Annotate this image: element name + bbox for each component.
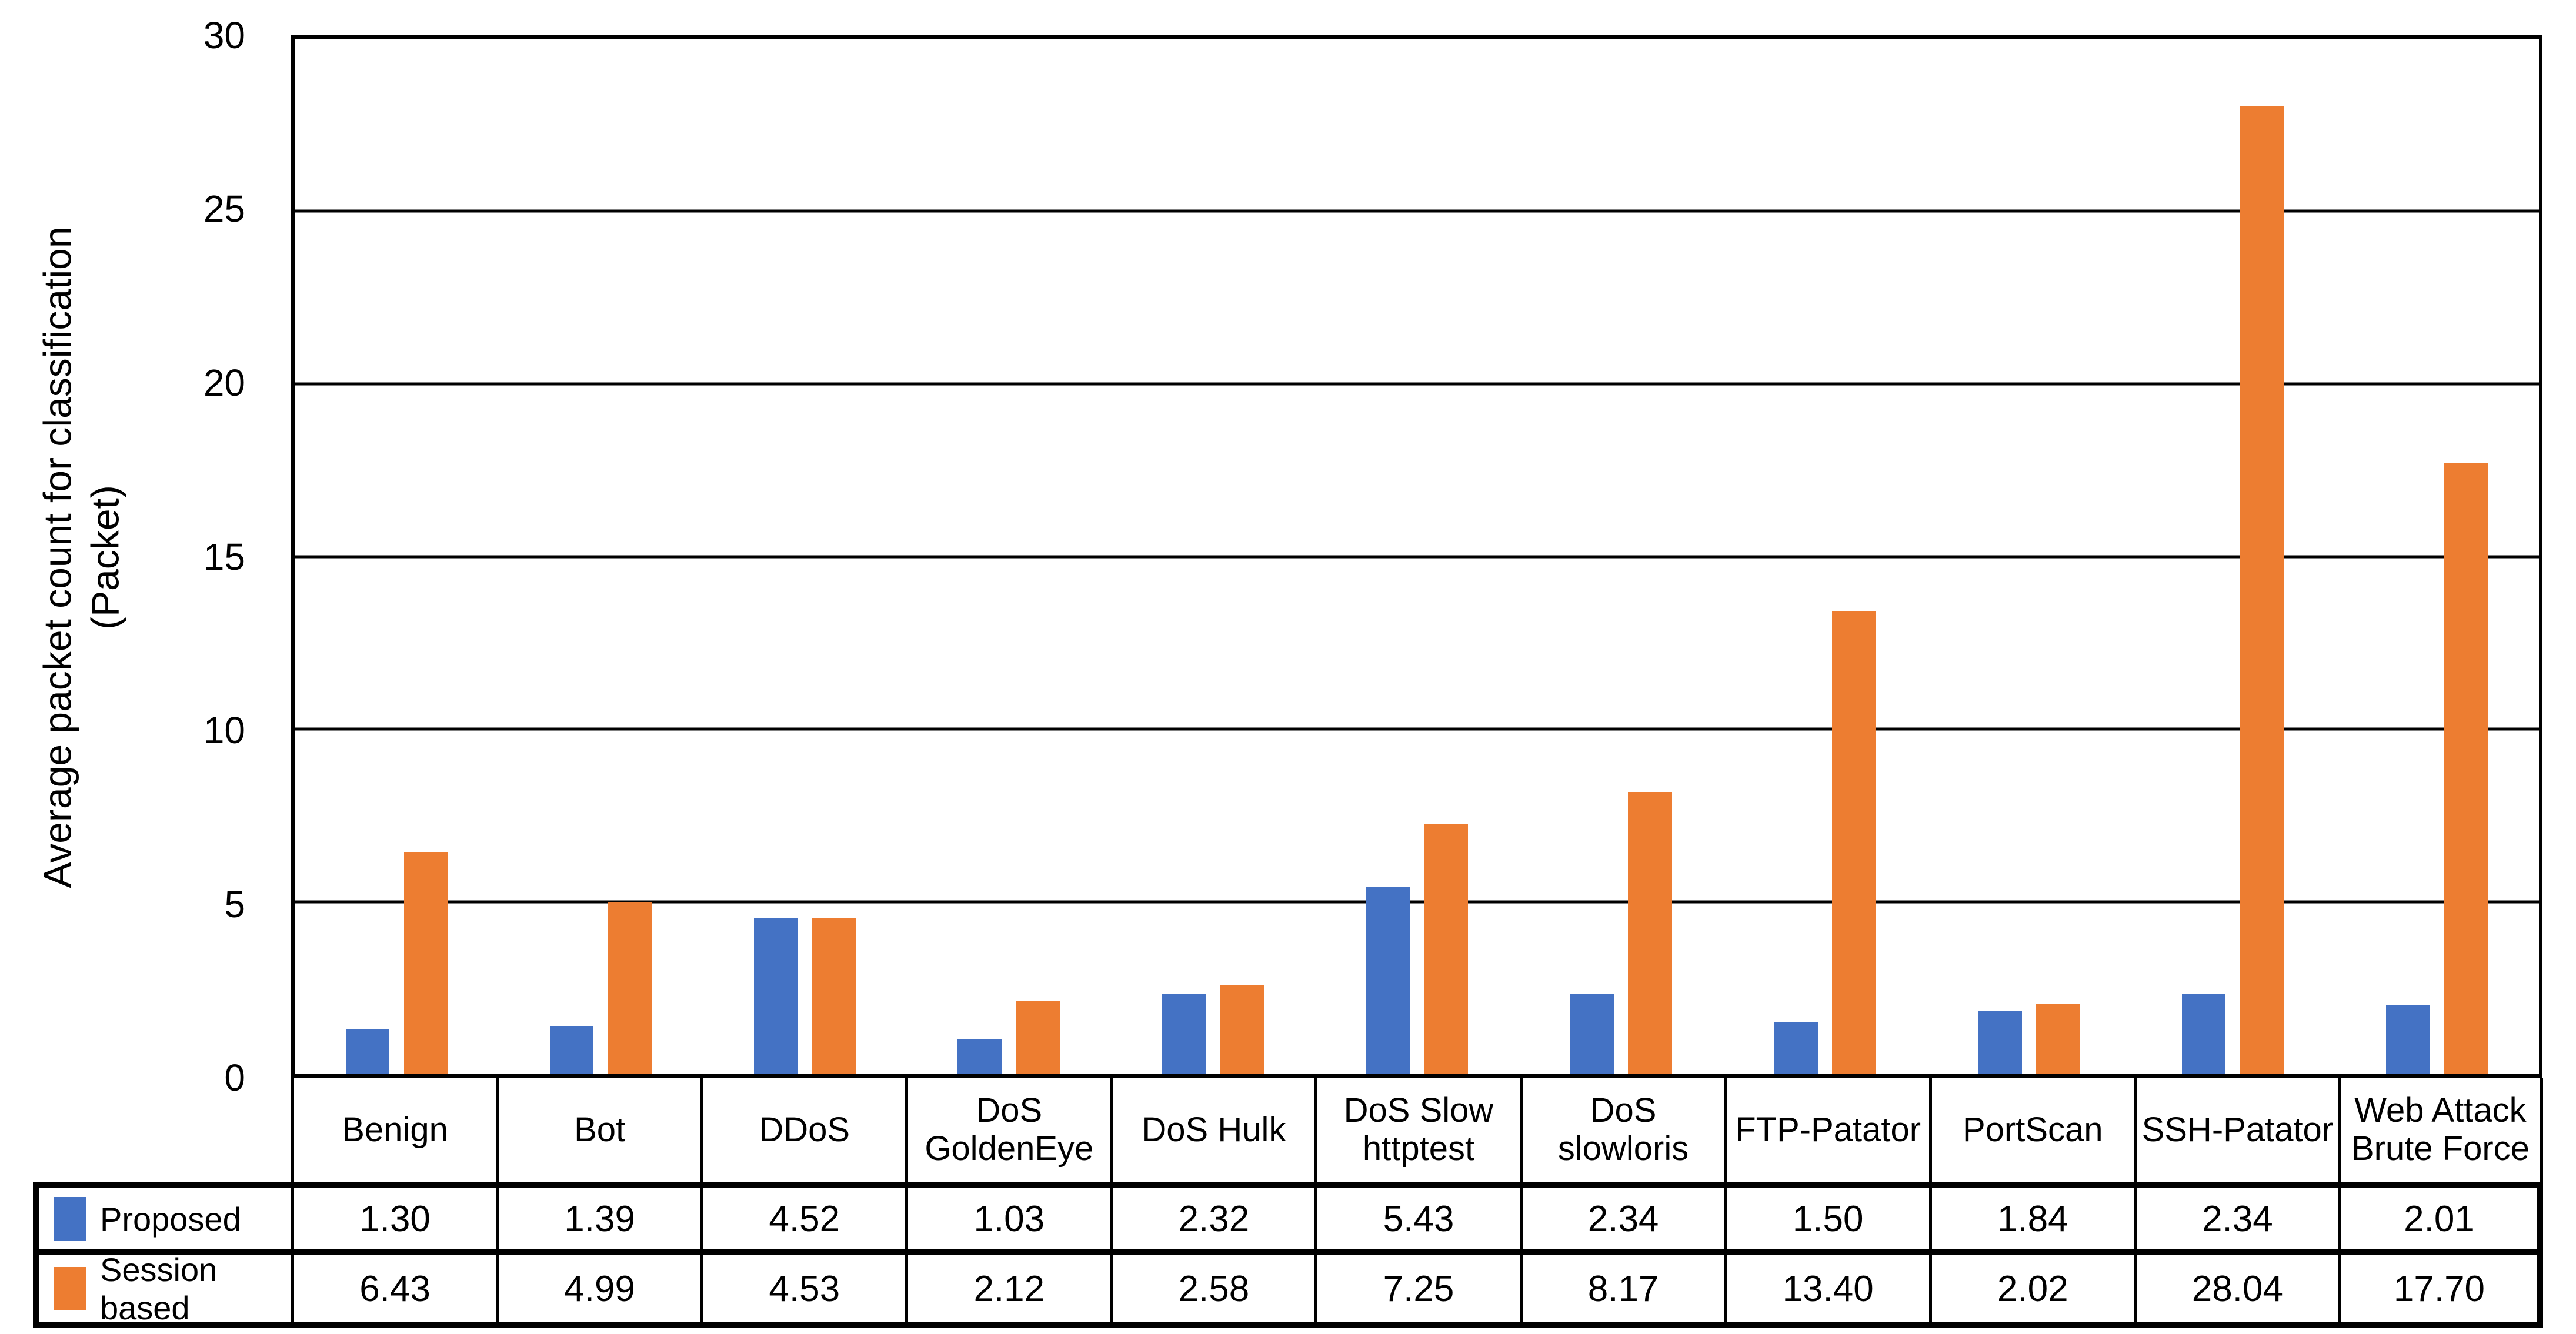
bar-proposed-ssh-patator xyxy=(2181,993,2226,1074)
bar-session-based-bot xyxy=(608,902,652,1074)
value-cell-proposed-ftp-patator: 1.50 xyxy=(1724,1182,1929,1255)
table-corner-cell xyxy=(33,1078,291,1182)
bar-session-based-web-attack-brute-force xyxy=(2444,463,2488,1074)
y-axis-ticks: 30 25 20 15 10 5 0 xyxy=(0,14,268,1099)
value-cell-session-based-ssh-patator: 28.04 xyxy=(2133,1255,2338,1328)
bar-proposed-dos-goldeneye xyxy=(957,1038,1002,1074)
bar-proposed-ddos xyxy=(753,918,798,1074)
value-cell-session-based-bot: 4.99 xyxy=(496,1255,701,1328)
header-cell-portscan: PortScan xyxy=(1928,1078,2134,1182)
header-cell-ddos: DDoS xyxy=(700,1078,906,1182)
value-cell-session-based-ftp-patator: 13.40 xyxy=(1724,1255,1929,1328)
legend-cell-session-based: Session based xyxy=(33,1251,291,1328)
y-tick-label-30: 30 xyxy=(203,14,245,56)
bar-proposed-ftp-patator xyxy=(1774,1022,1818,1074)
bar-session-based-dos-hulk xyxy=(1220,985,1264,1074)
value-cell-session-based-benign: 6.43 xyxy=(291,1255,496,1328)
gridline-15 xyxy=(295,555,2539,558)
data-table: Benign Bot DDoS DoS GoldenEye DoS Hulk DoS Sl… xyxy=(33,1078,2543,1328)
header-cell-dos-hulk: DoS Hulk xyxy=(1110,1078,1315,1182)
bar-proposed-bot xyxy=(549,1026,594,1074)
header-cell-ftp-patator: FTP-Patator xyxy=(1724,1078,1929,1182)
bar-proposed-web-attack-brute-force xyxy=(2385,1005,2430,1074)
header-cell-dos-goldeneye: DoS GoldenEye xyxy=(905,1078,1110,1182)
value-cell-session-based-dos-goldeneye: 2.12 xyxy=(905,1255,1110,1328)
gridline-25 xyxy=(295,209,2539,213)
y-tick-label-5: 5 xyxy=(224,882,245,925)
y-tick-label-0: 0 xyxy=(224,1056,245,1099)
value-cell-proposed-web-attack-brute-force: 2.01 xyxy=(2338,1182,2543,1255)
header-cell-dos-slow-httptest: DoS Slow httptest xyxy=(1314,1078,1520,1182)
bar-session-based-dos-slow-httptest xyxy=(1424,824,1468,1074)
plot-area xyxy=(291,35,2542,1078)
bar-session-based-ftp-patator xyxy=(1831,611,1876,1074)
value-cell-session-based-portscan: 2.02 xyxy=(1928,1255,2134,1328)
series-label-session-based: Session based xyxy=(100,1251,218,1326)
bar-session-based-dos-goldeneye xyxy=(1016,1001,1060,1074)
header-cell-benign: Benign xyxy=(291,1078,496,1182)
bar-proposed-benign xyxy=(345,1029,390,1074)
bar-session-based-dos-slowloris xyxy=(1628,792,1672,1074)
series-label-proposed: Proposed xyxy=(100,1200,241,1238)
header-cell-bot: Bot xyxy=(496,1078,701,1182)
legend-cell-proposed: Proposed xyxy=(33,1182,291,1255)
value-cell-session-based-dos-slow-httptest: 7.25 xyxy=(1314,1255,1520,1328)
value-cell-proposed-dos-slow-httptest: 5.43 xyxy=(1314,1182,1520,1255)
gridline-5 xyxy=(295,900,2539,903)
bar-proposed-dos-hulk xyxy=(1162,994,1206,1074)
y-tick-label-25: 25 xyxy=(203,188,245,230)
y-tick-label-10: 10 xyxy=(203,708,245,751)
value-cell-session-based-ddos: 4.53 xyxy=(700,1255,906,1328)
bar-proposed-dos-slow-httptest xyxy=(1366,887,1410,1074)
gridline-20 xyxy=(295,382,2539,386)
y-tick-label-15: 15 xyxy=(203,535,245,578)
series-swatch-session-based xyxy=(54,1267,86,1310)
bar-proposed-dos-slowloris xyxy=(1570,993,1614,1074)
gridline-10 xyxy=(295,727,2539,731)
header-cell-web-attack-brute-force: Web Attack Brute Force xyxy=(2338,1078,2543,1182)
header-cell-ssh-patator: SSH-Patator xyxy=(2133,1078,2338,1182)
y-tick-label-20: 20 xyxy=(203,361,245,404)
bar-proposed-portscan xyxy=(1978,1011,2022,1074)
bar-session-based-portscan xyxy=(2036,1004,2080,1074)
value-cell-session-based-web-attack-brute-force: 17.70 xyxy=(2338,1255,2543,1328)
value-cell-proposed-ssh-patator: 2.34 xyxy=(2133,1182,2338,1255)
value-cell-proposed-dos-hulk: 2.32 xyxy=(1110,1182,1315,1255)
series-swatch-proposed xyxy=(54,1197,86,1241)
value-cell-session-based-dos-slowloris: 8.17 xyxy=(1519,1255,1724,1328)
bar-session-based-ddos xyxy=(812,918,856,1074)
value-cell-proposed-bot: 1.39 xyxy=(496,1182,701,1255)
value-cell-proposed-benign: 1.30 xyxy=(291,1182,496,1255)
value-cell-proposed-dos-goldeneye: 1.03 xyxy=(905,1182,1110,1255)
bar-session-based-ssh-patator xyxy=(2240,106,2284,1074)
value-cell-proposed-ddos: 4.52 xyxy=(700,1182,906,1255)
value-cell-proposed-dos-slowloris: 2.34 xyxy=(1519,1182,1724,1255)
value-cell-proposed-portscan: 1.84 xyxy=(1928,1182,2134,1255)
header-cell-dos-slowloris: DoS slowloris xyxy=(1519,1078,1724,1182)
bar-session-based-benign xyxy=(403,852,448,1074)
value-cell-session-based-dos-hulk: 2.58 xyxy=(1110,1255,1315,1328)
